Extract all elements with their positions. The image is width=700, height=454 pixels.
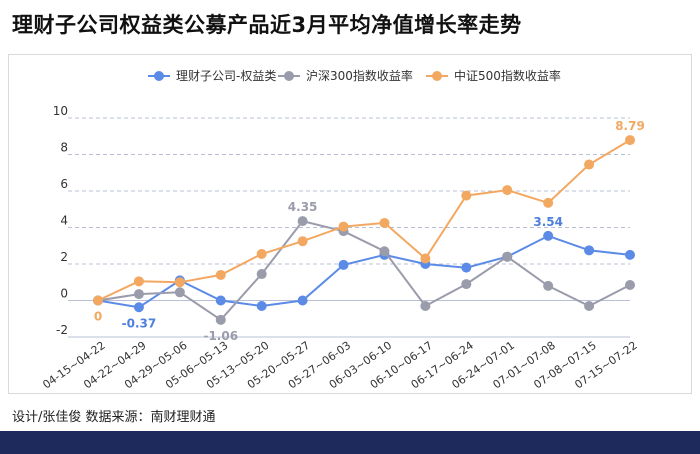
data-point-0: [297, 295, 308, 306]
data-point-1: [133, 289, 144, 300]
data-point-1: [379, 246, 390, 257]
series-line-0: [97, 234, 631, 309]
y-tick-label: 0: [60, 287, 68, 301]
y-tick-label: 4: [60, 214, 68, 228]
y-tick-label: 10: [53, 104, 68, 118]
data-point-2: [215, 269, 226, 280]
data-point-1: [543, 280, 554, 291]
data-point-0: [133, 302, 144, 313]
data-point-2: [420, 253, 431, 264]
data-point-1: [174, 287, 185, 298]
y-tick-label: 8: [60, 141, 68, 155]
data-label: 0: [94, 310, 102, 324]
data-point-1: [215, 314, 226, 325]
data-point-2: [297, 236, 308, 247]
data-point-2: [256, 248, 267, 259]
data-label: -0.37: [122, 316, 157, 330]
data-point-2: [338, 221, 349, 232]
data-point-2: [379, 217, 390, 228]
legend-label: 理财子公司-权益类: [176, 69, 276, 83]
line-chart: -2024681004-15~04-2204-22~04-2904-29~05-…: [40, 68, 645, 391]
y-tick-label: -2: [56, 323, 68, 337]
data-point-1: [625, 279, 635, 290]
data-point-0: [256, 300, 267, 311]
data-point-1: [256, 269, 267, 280]
legend-marker: [284, 71, 294, 81]
series-line-1: [97, 219, 631, 322]
series-line-2: [97, 139, 631, 302]
source-credit: 设计/张佳俊 数据来源：南财理财通: [12, 410, 216, 425]
data-point-2: [461, 190, 472, 201]
data-point-1: [297, 216, 308, 227]
chart-panel: -2 0 2 4 6 8 10 04-15~04-22 04-22~04-29 04-29~05-…: [8, 54, 692, 394]
data-point-1: [420, 300, 431, 311]
y-tick-label: 6: [60, 177, 68, 191]
data-point-2: [543, 197, 554, 208]
data-label: 8.79: [615, 119, 645, 133]
data-point-2: [174, 277, 185, 288]
data-label: 3.54: [533, 215, 563, 229]
data-point-0: [461, 262, 472, 273]
y-tick-label: 2: [60, 250, 68, 264]
data-label: 4.35: [288, 200, 318, 214]
data-point-2: [502, 185, 513, 196]
legend-marker: [154, 71, 164, 81]
data-point-0: [584, 245, 595, 256]
data-point-0: [625, 249, 635, 260]
legend-label: 中证500指数收益率: [454, 68, 561, 83]
data-point-1: [461, 279, 472, 290]
page-title: 理财子公司权益类公募产品近3月平均净值增长率走势: [12, 13, 522, 37]
data-point-0: [543, 230, 554, 241]
data-point-2: [584, 159, 595, 170]
data-point-2: [625, 135, 635, 146]
data-point-1: [584, 300, 595, 311]
legend-marker: [432, 71, 442, 81]
data-point-1: [502, 251, 513, 262]
data-point-2: [133, 276, 144, 287]
data-point-0: [338, 259, 349, 270]
footer-bar: [0, 431, 700, 454]
data-point-0: [215, 295, 226, 306]
legend-label: 沪深300指数收益率: [306, 68, 413, 83]
data-label: -1.06: [203, 329, 238, 343]
data-point-2: [93, 295, 103, 306]
